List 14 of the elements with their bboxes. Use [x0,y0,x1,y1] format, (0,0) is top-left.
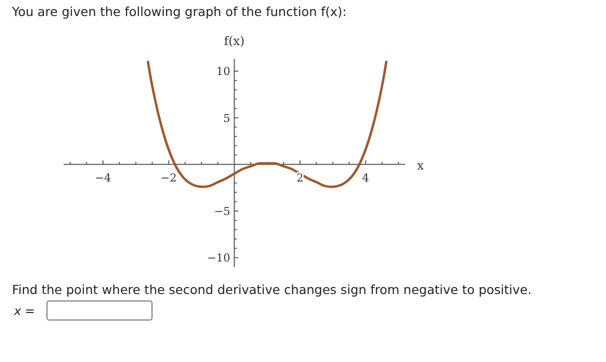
line-series [146,60,388,188]
y-tick-label: 10 [216,65,230,78]
chart-title: You are given the following graph of the function f(x): [11,4,347,19]
x-tick-label: −4 [94,171,112,184]
x-tick-label: 4 [362,171,370,184]
x-tick-label: −2 [160,171,177,184]
y-axis-title: f(x) [224,34,245,48]
x-axis-title: x [417,158,424,172]
y-tick-label: −5 [214,205,230,218]
text: Find the point where the second derivative changes sign from negative to positive. [12,282,532,297]
text: x = [13,304,35,318]
x-tick-label: 2 [296,171,304,184]
y-tick-label: 5 [223,112,230,125]
y-tick-label: −10 [207,252,230,265]
